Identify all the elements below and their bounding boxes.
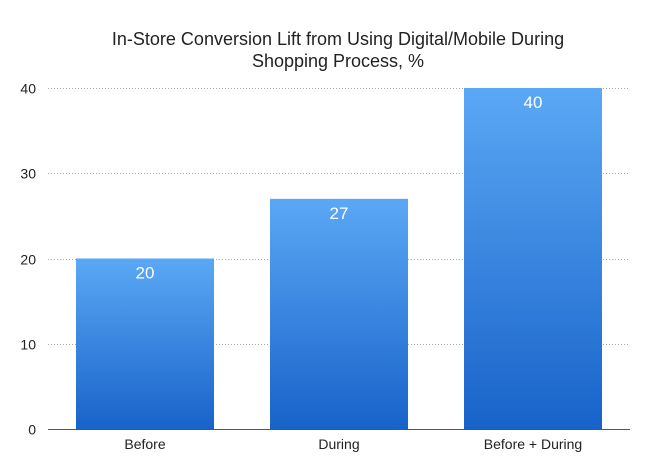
bar-before — [76, 258, 214, 429]
chart-title-line-1: In-Store Conversion Lift from Using Digi… — [112, 29, 564, 49]
data-label-before: 20 — [136, 264, 155, 283]
data-label-during: 27 — [330, 204, 349, 223]
bar-during — [270, 198, 408, 429]
x-tick-label-before: Before — [124, 436, 165, 452]
chart-title-line-2: Shopping Process, % — [252, 51, 424, 71]
bars — [76, 88, 602, 429]
y-tick-label-0: 0 — [28, 422, 36, 438]
y-tick-label-30: 30 — [20, 166, 36, 182]
y-tick-label-20: 20 — [20, 252, 36, 268]
bar-before-during — [464, 88, 602, 429]
data-label-before-during: 40 — [524, 93, 543, 112]
y-tick-label-40: 40 — [20, 81, 36, 97]
x-tick-label-during: During — [318, 436, 359, 452]
x-tick-label-before-during: Before + During — [484, 436, 582, 452]
x-axis-category-labels: Before During Before + During — [124, 436, 582, 452]
bar-data-labels: 20 27 40 — [136, 93, 543, 283]
y-axis-tick-labels: 0 10 20 30 40 — [20, 81, 36, 438]
y-tick-label-10: 10 — [20, 337, 36, 353]
